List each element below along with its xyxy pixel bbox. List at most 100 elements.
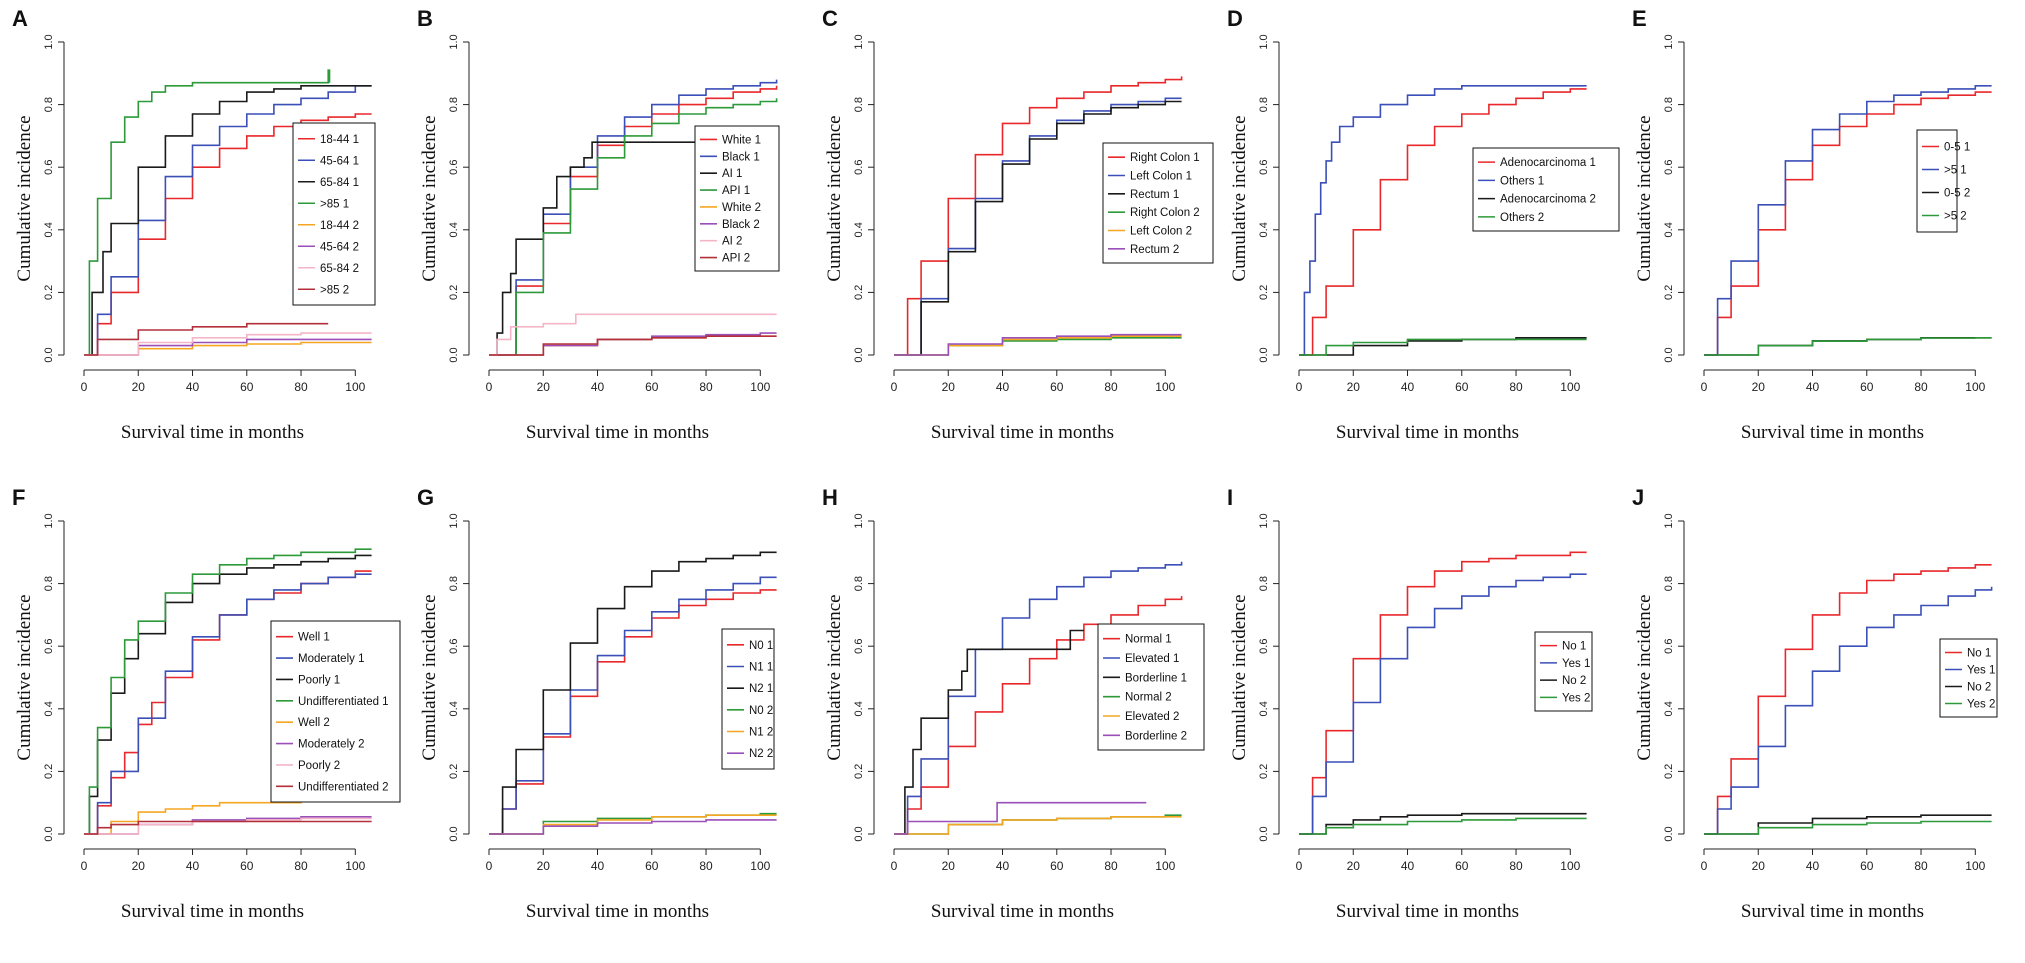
y-tick-label: 0.4	[448, 222, 460, 237]
series-line-85-2	[84, 322, 329, 356]
y-tick-label: 0.6	[853, 160, 865, 175]
y-tick-label: 0.4	[43, 701, 55, 716]
series-line-right-colon-1	[894, 76, 1183, 356]
series-line-n2-2	[489, 819, 777, 835]
x-axis-label: Survival time in months	[1336, 422, 1519, 443]
series-line-others-2	[1299, 338, 1587, 356]
y-tick-label: 0.2	[448, 764, 460, 779]
legend-entry: Poorly 1	[298, 674, 340, 686]
series-line-65-84-1	[84, 85, 372, 356]
x-tick-label: 80	[1914, 859, 1928, 873]
x-tick-label: 40	[1806, 859, 1820, 873]
x-tick-label: 20	[1752, 380, 1766, 394]
legend: White 1 Black 1 AI 1 API 1 White 2 Black 2 AI …	[694, 125, 780, 272]
x-tick-label: 100	[750, 380, 770, 394]
legend-entry: No 1	[1967, 648, 1991, 660]
legend-entry: 45-64 1	[320, 155, 359, 167]
x-axis-label: Survival time in months	[931, 422, 1114, 443]
legend-entry: Well 1	[298, 632, 330, 644]
y-tick-label: 0.8	[1663, 576, 1675, 591]
series-line-undifferentiated-2	[84, 820, 372, 835]
series-line-0-5-2	[1704, 337, 1992, 356]
y-tick-label: 1.0	[1663, 513, 1675, 528]
y-tick-label: 0.2	[1258, 764, 1270, 779]
y-tick-label: 0.0	[448, 347, 460, 362]
legend-entry: 0-5 1	[1944, 142, 1970, 154]
panel-letter: G	[417, 485, 434, 510]
y-tick-label: 0.8	[1663, 97, 1675, 112]
panel-letter: E	[1632, 6, 1647, 31]
x-tick-label: 20	[537, 859, 551, 873]
y-tick-label: 0.0	[1258, 347, 1270, 362]
y-tick-label: 0.4	[1258, 701, 1270, 716]
chart-panel-a: A 0.0 0.2 0.4 0.6 0.8 1.0 0 20 40 60 80 100 Survival …	[0, 0, 405, 479]
y-tick-label: 0.8	[43, 97, 55, 112]
legend-entry: Moderately 2	[298, 739, 364, 751]
x-tick-label: 20	[1752, 859, 1766, 873]
x-tick-label: 60	[1455, 380, 1469, 394]
panel-letter: J	[1632, 485, 1644, 510]
y-tick-label: 0.2	[853, 285, 865, 300]
series-line-normal-2	[894, 814, 1182, 835]
y-tick-label: 0.0	[1663, 826, 1675, 841]
panel-letter: A	[12, 6, 28, 31]
legend-entry: Rectum 2	[1130, 244, 1179, 256]
panel-letter: C	[822, 6, 838, 31]
y-tick-label: 1.0	[1663, 34, 1675, 49]
series-line-borderline-2	[894, 801, 1147, 835]
x-tick-label: 20	[132, 380, 146, 394]
y-tick-label: 1.0	[853, 513, 865, 528]
y-tick-label: 0.8	[853, 97, 865, 112]
chart-panel-e: E 0.0 0.2 0.4 0.6 0.8 1.0 0 20 40 60 80 100 Survival …	[1620, 0, 2025, 479]
y-tick-label: 0.0	[1258, 826, 1270, 841]
series-line-rectum-2	[894, 333, 1182, 356]
y-axis-label: Cumulative incidence	[14, 115, 35, 281]
series-line-yes-2	[1299, 817, 1587, 835]
y-tick-label: 0.6	[1258, 160, 1270, 175]
legend-entry: 45-64 2	[320, 241, 359, 253]
legend-entry: Normal 1	[1125, 634, 1172, 646]
y-tick-label: 0.0	[853, 826, 865, 841]
x-tick-label: 0	[1296, 859, 1303, 873]
y-tick-label: 0.6	[43, 639, 55, 654]
series-line-no-2	[1299, 812, 1587, 835]
y-tick-label: 0.0	[1663, 347, 1675, 362]
legend-box	[1472, 147, 1620, 232]
series-line-moderately-1	[84, 573, 372, 835]
y-tick-label: 0.6	[448, 160, 460, 175]
series-line-yes-2	[1704, 820, 1992, 835]
y-tick-label: 0.4	[43, 222, 55, 237]
x-tick-label: 60	[645, 380, 659, 394]
x-tick-label: 60	[645, 859, 659, 873]
series-line-moderately-2	[84, 816, 372, 835]
y-tick-label: 0.6	[1258, 639, 1270, 654]
y-axis-label: Cumulative incidence	[1229, 115, 1250, 281]
y-axis-label: Cumulative incidence	[14, 594, 35, 760]
y-tick-label: 0.4	[1663, 701, 1675, 716]
legend-entry: N1 2	[749, 727, 773, 739]
chart-svg-e: E 0.0 0.2 0.4 0.6 0.8 1.0 0 20 40 60 80 100 Survival …	[1632, 6, 1992, 443]
x-tick-label: 60	[240, 380, 254, 394]
y-tick-label: 0.6	[1663, 639, 1675, 654]
series-line-left-colon-2	[894, 335, 1182, 356]
x-tick-label: 100	[1155, 380, 1175, 394]
legend-entry: N2 1	[749, 683, 773, 695]
panel-letter: D	[1227, 6, 1243, 31]
y-tick-label: 0.8	[853, 576, 865, 591]
series-line-rectum-1	[894, 100, 1182, 356]
legend: No 1 Yes 1 No 2 Yes 2	[1939, 638, 1998, 718]
y-tick-label: 0.8	[1258, 97, 1270, 112]
series-line-5-1	[1704, 85, 1992, 356]
legend: Well 1 Moderately 1 Poorly 1 Undifferentiat…	[270, 620, 401, 803]
legend-entry: Right Colon 1	[1130, 152, 1200, 164]
y-tick-label: 0.2	[1663, 764, 1675, 779]
chart-panel-d: D 0.0 0.2 0.4 0.6 0.8 1.0 0 20 40 60 80 100 Survival …	[1215, 0, 1620, 479]
x-tick-label: 80	[1104, 859, 1118, 873]
x-tick-label: 80	[1509, 859, 1523, 873]
series-line-borderline-1	[894, 629, 1084, 835]
panel-letter: I	[1227, 485, 1233, 510]
legend-entry: N0 1	[749, 640, 773, 652]
y-axis-label: Cumulative incidence	[1634, 115, 1655, 281]
x-tick-label: 40	[186, 859, 200, 873]
y-tick-label: 0.0	[853, 347, 865, 362]
